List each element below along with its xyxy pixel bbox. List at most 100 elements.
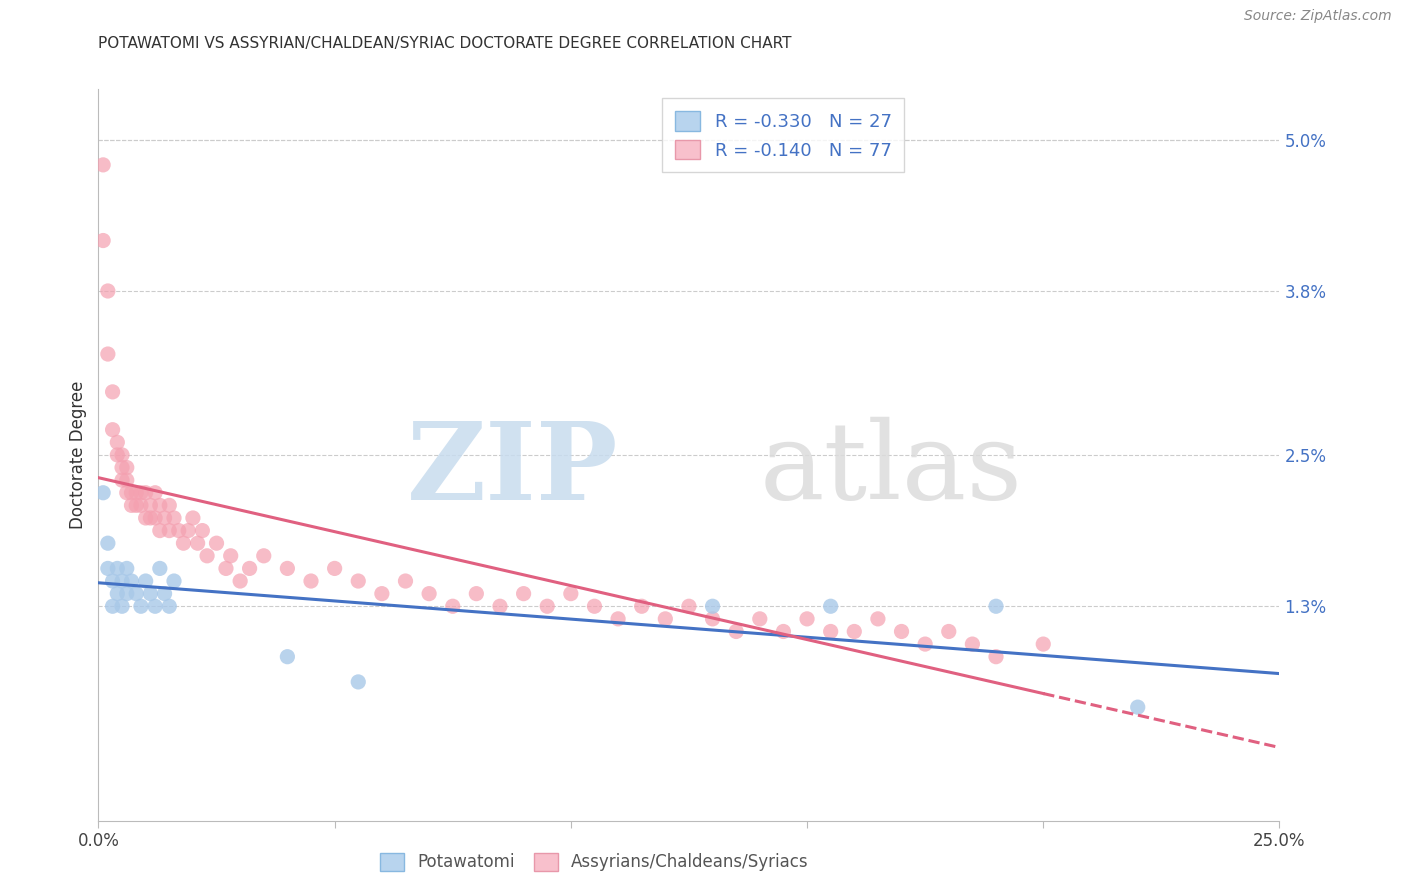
Point <box>97 284 120 298</box>
Point <box>157 499 180 513</box>
Point <box>115 561 138 575</box>
Text: ZIP: ZIP <box>406 417 619 523</box>
Point <box>111 574 134 588</box>
Text: Source: ZipAtlas.com: Source: ZipAtlas.com <box>1244 9 1392 23</box>
Point <box>465 587 488 601</box>
Point <box>149 561 172 575</box>
Point <box>229 574 252 588</box>
Point <box>702 612 724 626</box>
Point <box>115 587 138 601</box>
Text: atlas: atlas <box>759 417 1022 522</box>
Point <box>129 485 152 500</box>
Point <box>149 499 172 513</box>
Point <box>512 587 534 601</box>
Point <box>135 574 157 588</box>
Point <box>962 637 984 651</box>
Point <box>536 599 558 614</box>
Point <box>984 599 1007 614</box>
Point <box>938 624 960 639</box>
Point <box>97 347 120 361</box>
Point <box>143 599 166 614</box>
Point <box>654 612 676 626</box>
Point <box>984 649 1007 664</box>
Point <box>121 499 143 513</box>
Point <box>191 524 214 538</box>
Point <box>91 234 114 248</box>
Point <box>772 624 794 639</box>
Point <box>111 460 134 475</box>
Point <box>914 637 936 651</box>
Point <box>560 587 582 601</box>
Point <box>121 485 143 500</box>
Point <box>97 561 120 575</box>
Point <box>890 624 912 639</box>
Point <box>125 499 148 513</box>
Point <box>167 524 190 538</box>
Point <box>215 561 238 575</box>
Point <box>299 574 322 588</box>
Point <box>149 524 172 538</box>
Point <box>129 499 152 513</box>
Point <box>139 511 162 525</box>
Point <box>139 499 162 513</box>
Point <box>111 473 134 487</box>
Point <box>101 423 124 437</box>
Point <box>347 574 370 588</box>
Point <box>111 599 134 614</box>
Point <box>105 561 128 575</box>
Point <box>91 158 114 172</box>
Point <box>105 435 128 450</box>
Point <box>796 612 818 626</box>
Point <box>702 599 724 614</box>
Point <box>583 599 606 614</box>
Point <box>1032 637 1054 651</box>
Point <box>195 549 218 563</box>
Point <box>172 536 194 550</box>
Point <box>866 612 889 626</box>
Point <box>1126 700 1149 714</box>
Point <box>253 549 276 563</box>
Point <box>441 599 464 614</box>
Point <box>219 549 242 563</box>
Point <box>239 561 262 575</box>
Point <box>135 511 157 525</box>
Point <box>125 485 148 500</box>
Point <box>115 460 138 475</box>
Point <box>143 511 166 525</box>
Point <box>187 536 209 550</box>
Point <box>101 599 124 614</box>
Point <box>111 448 134 462</box>
Point <box>607 612 630 626</box>
Point <box>125 587 148 601</box>
Point <box>323 561 346 575</box>
Point <box>844 624 866 639</box>
Point <box>157 599 180 614</box>
Point <box>153 511 176 525</box>
Point <box>820 624 842 639</box>
Point <box>153 587 176 601</box>
Point <box>371 587 394 601</box>
Point <box>139 587 162 601</box>
Point <box>163 511 186 525</box>
Point <box>163 574 186 588</box>
Point <box>630 599 652 614</box>
Point <box>105 587 128 601</box>
Point <box>725 624 748 639</box>
Point <box>115 485 138 500</box>
Point <box>181 511 204 525</box>
Point <box>205 536 228 550</box>
Point <box>91 485 114 500</box>
Point <box>129 599 152 614</box>
Point <box>115 473 138 487</box>
Point <box>101 384 124 399</box>
Point <box>135 485 157 500</box>
Y-axis label: Doctorate Degree: Doctorate Degree <box>69 381 87 529</box>
Point <box>820 599 842 614</box>
Point <box>276 561 298 575</box>
Point <box>418 587 440 601</box>
Point <box>143 485 166 500</box>
Point <box>157 524 180 538</box>
Point <box>97 536 120 550</box>
Point <box>489 599 512 614</box>
Point <box>394 574 416 588</box>
